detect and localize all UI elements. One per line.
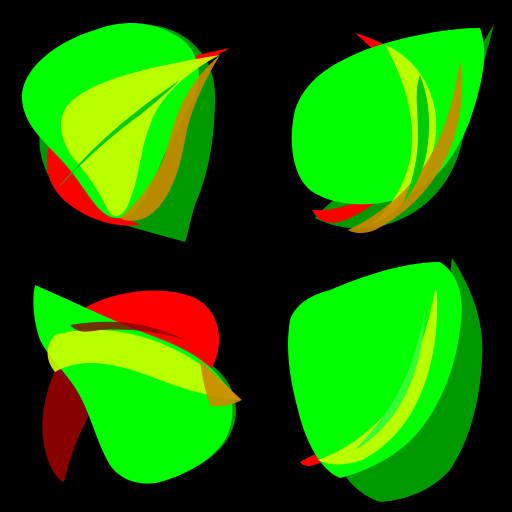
orange-edge (348, 60, 462, 233)
green-vein (355, 310, 425, 450)
tile-bottom-left (33, 285, 242, 484)
dark-vein (70, 321, 185, 340)
green-vein (402, 75, 430, 205)
orange-edge (120, 55, 220, 221)
green-vein (58, 80, 180, 188)
green-shape (287, 262, 462, 478)
tile-top-left (21, 23, 230, 242)
orange-edge (200, 360, 242, 407)
dark-green-shape (340, 258, 483, 502)
yellow-leaf (61, 55, 220, 217)
tile-bottom-right (287, 258, 483, 502)
yellow-leaf (47, 329, 240, 400)
tile-top-right (291, 24, 494, 233)
